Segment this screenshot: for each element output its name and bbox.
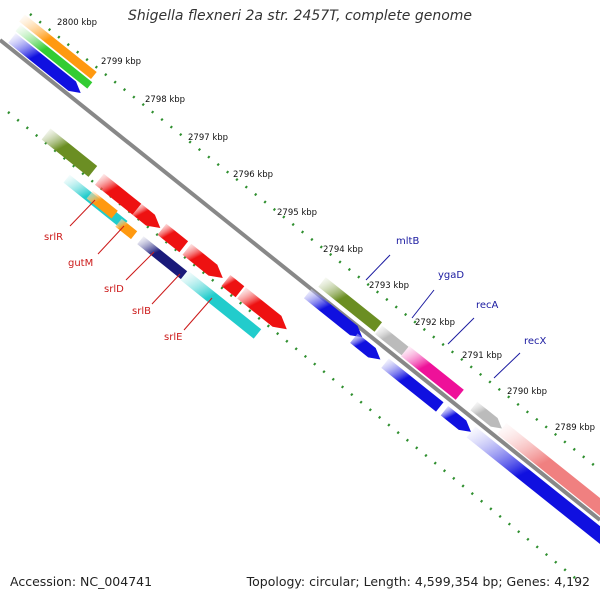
gene-leader-line <box>183 297 213 331</box>
gene-cyan-srlE <box>180 270 262 339</box>
gene-leader-line <box>411 289 435 319</box>
forward-gene-label: recX <box>524 336 547 347</box>
scale-dots-inner <box>7 111 576 579</box>
scale-tick-label: 2798 kbp <box>145 95 185 105</box>
gene-olive-mltB <box>318 277 382 332</box>
cds-blue-large <box>466 426 600 545</box>
gene-navy-srlB <box>137 236 188 280</box>
backbone-line <box>0 38 600 522</box>
gene-red-srlD <box>182 243 223 278</box>
gene-red-gutM <box>157 223 189 253</box>
scale-tick-label: 2793 kbp <box>369 281 409 291</box>
gene-grey-ygaD <box>375 325 409 356</box>
gene-orange-top <box>19 14 97 79</box>
scale-tick-label: 2794 kbp <box>323 245 363 255</box>
gene-leader-line <box>69 199 96 227</box>
map-title: Shigella flexneri 2a str. 2457T, complet… <box>127 8 473 24</box>
forward-gene-label: recA <box>476 300 499 311</box>
scale-tick-label: 2796 kbp <box>233 170 273 180</box>
gene-orange-gutM-1 <box>86 190 118 219</box>
cds-blue-top <box>8 33 81 93</box>
scale-tick-label: 2799 kbp <box>101 57 141 67</box>
gene-red-srlR-1 <box>95 173 142 215</box>
gene-leader-line <box>97 225 125 255</box>
gene-leader-line <box>151 273 181 305</box>
scale-tick-label: 2789 kbp <box>555 423 595 433</box>
reverse-gene-label: srlE <box>164 332 182 343</box>
scale-tick-label: 2791 kbp <box>462 351 502 361</box>
reverse-gene-label: srlB <box>132 306 151 317</box>
cds-blue-ygaD <box>350 333 381 360</box>
forward-gene-label: ygaD <box>438 270 464 281</box>
reverse-gene-label: srlR <box>44 232 63 243</box>
accession-label: Accession: NC_004741 <box>10 574 153 589</box>
forward-gene-label: mltB <box>396 236 419 247</box>
scale-tick-label: 2792 kbp <box>415 318 455 328</box>
gene-leader-line <box>493 352 521 379</box>
gene-grey-recX <box>470 401 502 429</box>
genome-stats: Topology: circular; Length: 4,599,354 bp… <box>246 574 590 589</box>
gene-orange-gutM-2 <box>115 218 138 240</box>
gene-olive-srlR <box>41 128 98 177</box>
scale-dots-outer <box>29 13 600 471</box>
reverse-gene-label: srlD <box>104 284 124 295</box>
gene-pink-large <box>497 423 600 516</box>
gene-green-top <box>15 24 93 89</box>
gene-leader-line <box>365 254 391 281</box>
gene-red-srlR-2 <box>132 203 161 228</box>
gene-leader-line <box>447 317 475 345</box>
cds-blue-mltB <box>303 288 363 338</box>
gene-red-srlE <box>237 287 287 330</box>
scale-tick-label: 2800 kbp <box>57 18 97 28</box>
gene-magenta-recA <box>401 346 464 400</box>
cds-blue-recA <box>381 358 444 412</box>
scale-tick-label: 2795 kbp <box>277 208 317 218</box>
reverse-gene-label: gutM <box>68 258 93 269</box>
gene-leader-line <box>125 251 155 281</box>
scale-tick-label: 2797 kbp <box>188 133 228 143</box>
gene-red-srlB <box>221 275 245 298</box>
scale-tick-label: 2790 kbp <box>507 387 547 397</box>
cds-blue-recX <box>440 406 471 432</box>
